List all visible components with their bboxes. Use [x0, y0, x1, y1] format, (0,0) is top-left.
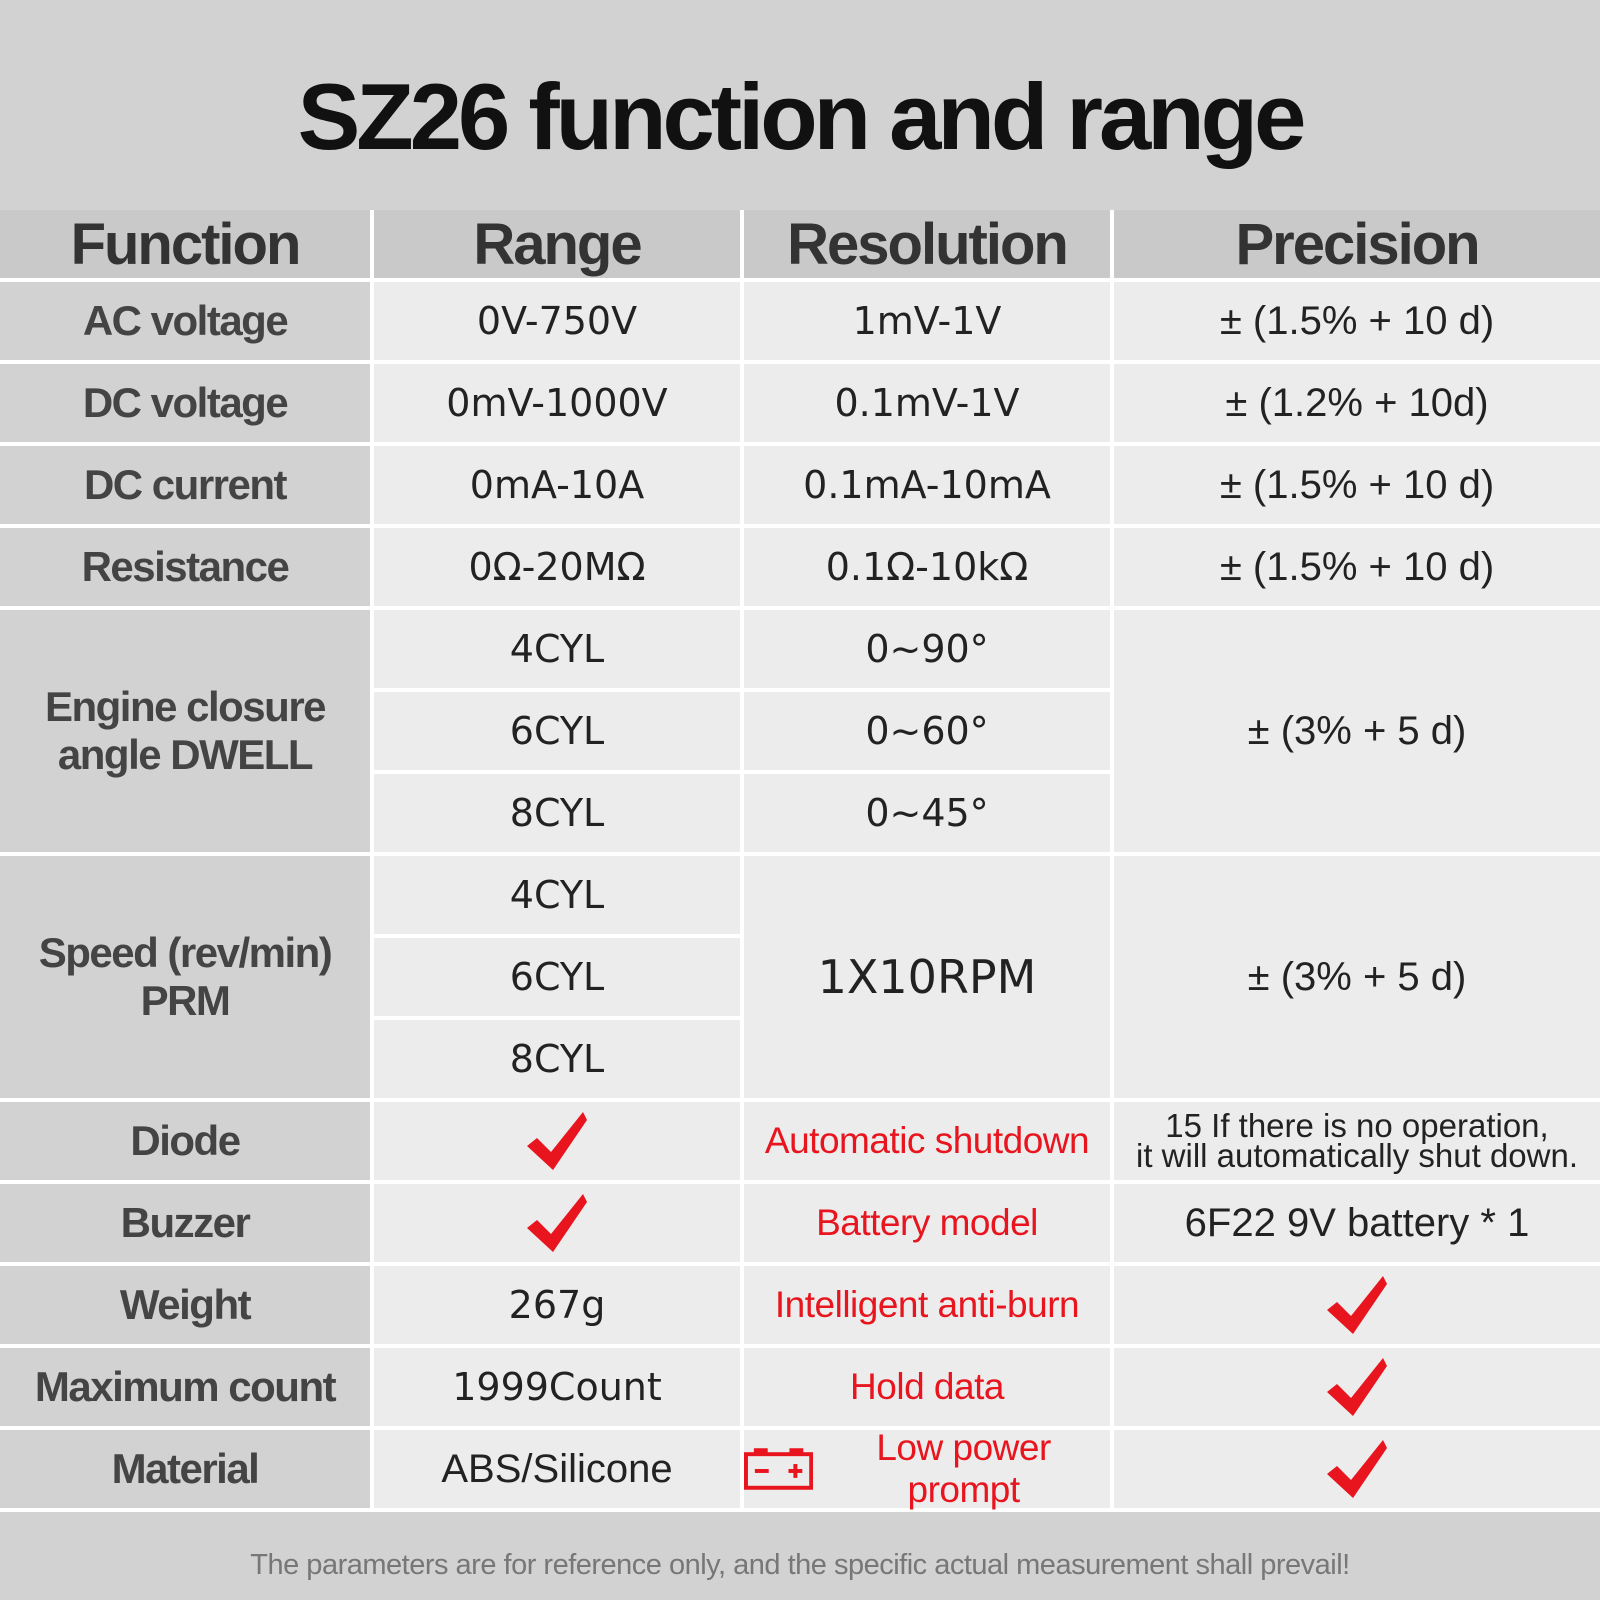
checkmark-icon: [1114, 1430, 1600, 1512]
resolution-cell: 0.1mV-1V: [744, 364, 1114, 446]
range-cell: 4CYL: [374, 610, 744, 692]
header-function: Function: [0, 210, 374, 282]
function-cell: DC current: [0, 446, 374, 528]
range-cell: 0mA-10A: [374, 446, 744, 528]
range-cell: 0Ω-20MΩ: [374, 528, 744, 610]
feature-cell: Automatic shutdown: [744, 1102, 1114, 1184]
precision-cell: ± (3% + 5 d): [1114, 610, 1600, 856]
checkmark-icon: [374, 1102, 744, 1184]
precision-cell: ± (1.5% + 10 d): [1114, 446, 1600, 528]
function-cell: Diode: [0, 1102, 374, 1184]
resolution-cell: 0.1mA-10mA: [744, 446, 1114, 528]
precision-cell: ± (1.5% + 10 d): [1114, 528, 1600, 610]
precision-cell: ± (1.5% + 10 d): [1114, 282, 1600, 364]
header-precision: Precision: [1114, 210, 1600, 282]
feature-cell-low-power: Low power prompt: [744, 1427, 1114, 1512]
spec-table: Function Range Resolution Precision AC v…: [0, 210, 1600, 1512]
function-cell: Weight: [0, 1266, 374, 1348]
function-cell: Maximum count: [0, 1348, 374, 1430]
function-cell: AC voltage: [0, 282, 374, 364]
precision-cell: ± (3% + 5 d): [1114, 856, 1600, 1102]
range-cell: 6CYL: [374, 692, 744, 774]
battery-icon: [744, 1448, 814, 1490]
resolution-cell: 0.1Ω-10kΩ: [744, 528, 1114, 610]
precision-cell: ± (1.2% + 10d): [1114, 364, 1600, 446]
resolution-cell: 0~60°: [744, 692, 1114, 774]
note-line2: it will automatically shut down.: [1135, 1137, 1579, 1174]
function-cell: Buzzer: [0, 1184, 374, 1266]
resolution-cell: 1X10RPM: [744, 856, 1114, 1102]
function-label-line1: Engine closure: [44, 683, 327, 730]
header-resolution: Resolution: [744, 210, 1114, 282]
range-cell: ABS/Silicone: [374, 1430, 744, 1512]
function-label-line1: Speed (rev/min): [38, 929, 333, 976]
function-cell-speed: Speed (rev/min) PRM: [0, 856, 374, 1102]
feature-cell: Intelligent anti-burn: [744, 1266, 1114, 1348]
checkmark-icon: [1114, 1348, 1600, 1430]
resolution-cell: 0~90°: [744, 610, 1114, 692]
feature-cell: Hold data: [744, 1348, 1114, 1430]
feature-label: Low power prompt: [876, 1427, 1051, 1510]
function-label-line2: angle DWELL: [57, 731, 314, 778]
function-cell: DC voltage: [0, 364, 374, 446]
function-cell: Material: [0, 1430, 374, 1512]
range-cell: 267g: [374, 1266, 744, 1348]
range-cell: 8CYL: [374, 774, 744, 856]
range-cell: 0mV-1000V: [374, 364, 744, 446]
note-line1: 15 If there is no operation,: [1165, 1107, 1549, 1144]
range-cell: 1999Count: [374, 1348, 744, 1430]
range-cell: 0V-750V: [374, 282, 744, 364]
range-cell: 4CYL: [374, 856, 744, 938]
page-title: SZ26 function and range: [297, 64, 1307, 169]
footer-disclaimer: The parameters are for reference only, a…: [250, 1549, 1350, 1581]
checkmark-icon: [1114, 1266, 1600, 1348]
function-cell: Resistance: [0, 528, 374, 610]
function-label-line2: PRM: [140, 977, 231, 1024]
checkmark-icon: [374, 1184, 744, 1266]
feature-cell: Battery model: [744, 1184, 1114, 1266]
range-cell: 8CYL: [374, 1020, 744, 1102]
range-cell: 6CYL: [374, 938, 744, 1020]
resolution-cell: 1mV-1V: [744, 282, 1114, 364]
feature-value-cell: 6F22 9V battery * 1: [1114, 1184, 1600, 1266]
function-cell-dwell: Engine closure angle DWELL: [0, 610, 374, 856]
resolution-cell: 0~45°: [744, 774, 1114, 856]
feature-value-cell: 15 If there is no operation, it will aut…: [1114, 1102, 1600, 1184]
header-range: Range: [374, 210, 744, 282]
